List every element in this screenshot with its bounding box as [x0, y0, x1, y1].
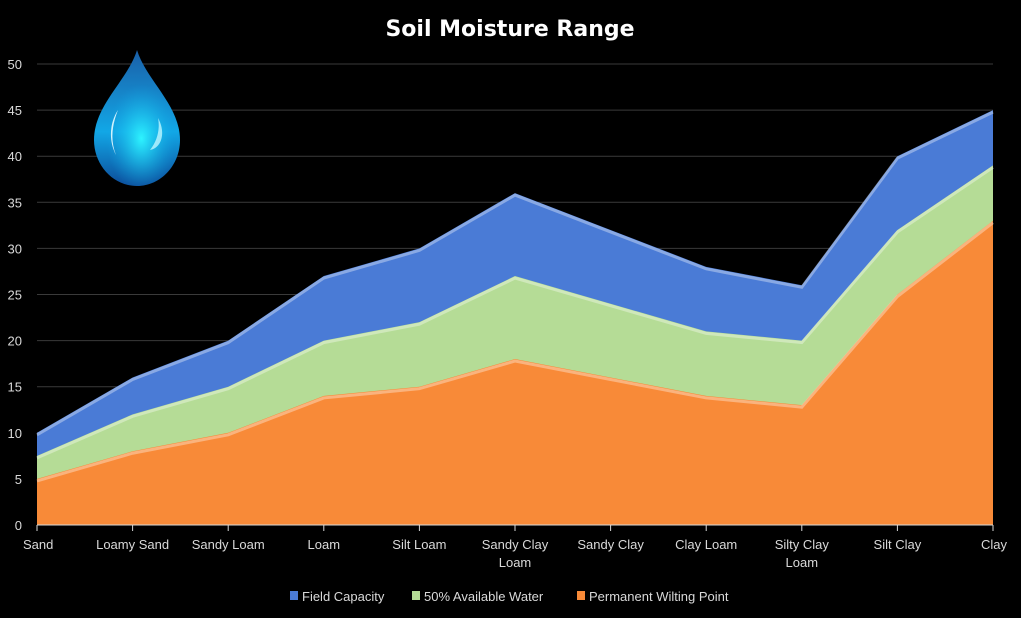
legend-swatch — [577, 591, 585, 600]
x-tick-label: Sandy Loam — [192, 537, 265, 552]
area-edge — [36, 110, 994, 437]
area-edge — [36, 166, 994, 460]
chart-title: Soil Moisture Range — [385, 17, 634, 42]
y-tick-label: 40 — [8, 149, 22, 164]
x-tick-label: Sand — [23, 537, 53, 552]
area-edge — [36, 221, 994, 483]
x-tick-label: Sandy Clay — [577, 537, 644, 552]
y-tick-label: 5 — [15, 472, 22, 487]
y-tick-label: 25 — [8, 288, 22, 303]
x-tick-label: Loamy Sand — [96, 537, 169, 552]
x-tick-label: Clay Loam — [675, 537, 737, 552]
legend-label: Field Capacity — [302, 589, 385, 604]
x-tick-label: Silty Clay Loam — [775, 537, 830, 570]
y-tick-label: 15 — [8, 380, 22, 395]
legend-swatch — [412, 591, 420, 600]
x-tick-label: Loam — [308, 537, 341, 552]
y-tick-label: 20 — [8, 334, 22, 349]
legend-label: 50% Available Water — [424, 589, 544, 604]
x-tick-label: Silt Loam — [392, 537, 446, 552]
y-tick-label: 0 — [15, 518, 22, 533]
x-tick-label: Clay — [981, 537, 1008, 552]
x-tick-label: Silt Clay — [874, 537, 922, 552]
water-drop-icon — [94, 50, 180, 186]
legend-swatch — [290, 591, 298, 600]
y-tick-label: 30 — [8, 241, 22, 256]
y-tick-label: 50 — [8, 57, 22, 72]
y-tick-label: 35 — [8, 195, 22, 210]
y-tick-label: 10 — [8, 426, 22, 441]
y-tick-label: 45 — [8, 103, 22, 118]
area-permanent-wilting-point — [37, 220, 993, 526]
legend-label: Permanent Wilting Point — [589, 589, 729, 604]
x-tick-label: Sandy Clay Loam — [482, 537, 549, 570]
